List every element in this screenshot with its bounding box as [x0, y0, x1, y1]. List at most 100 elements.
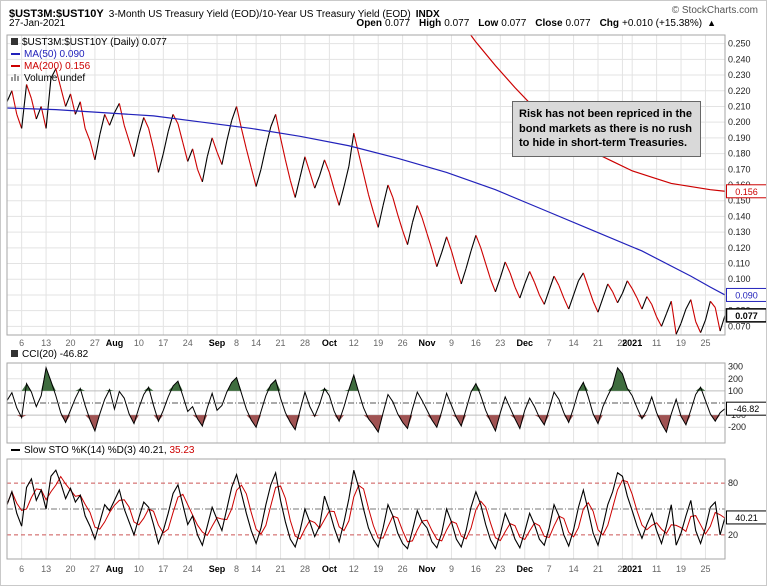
main-y-tick-label: 0.140: [728, 211, 751, 221]
exchange-label: INDX: [415, 9, 440, 20]
stockcharts-copyright-link[interactable]: © StockCharts.com: [671, 5, 758, 16]
x-tick-label: 27: [90, 338, 100, 348]
cci-y-tick-label: 100: [728, 386, 743, 396]
sto-legend: Slow STO %K(14) %D(3) 40.21, 35.23: [11, 445, 194, 457]
x-tick-label: Dec: [516, 564, 533, 574]
x-tick-label: 27: [90, 564, 100, 574]
main-y-tick-label: 0.120: [728, 243, 751, 253]
cci-y-tick-label: 300: [728, 362, 743, 372]
low-value: 0.077: [501, 18, 527, 29]
svg-text:0.090: 0.090: [735, 290, 758, 300]
cci-legend-label: CCI(20) -46.82: [22, 349, 89, 360]
x-tick-label: 14: [251, 338, 261, 348]
x-tick-label: 20: [65, 338, 75, 348]
sto-k-line: [6, 469, 726, 551]
low-label: Low: [478, 18, 499, 29]
axis-value-box: 0.156: [726, 184, 766, 199]
x-tick-label: 2021: [622, 564, 642, 574]
x-tick-label: 21: [276, 564, 286, 574]
x-tick-label: 23: [495, 564, 505, 574]
x-tick-label: 2021: [622, 338, 642, 348]
x-tick-label: 17: [158, 338, 168, 348]
main-y-tick-label: 0.250: [728, 39, 751, 49]
x-tick-label: 24: [183, 338, 193, 348]
ma50-legend-marker-icon: [11, 53, 20, 56]
x-tick-label: 28: [300, 564, 310, 574]
sto-y-tick-label: 20: [728, 530, 738, 540]
x-tick-label: 28: [300, 338, 310, 348]
sto-y-axis-labels: 80 20: [728, 478, 738, 540]
x-tick-label: Nov: [419, 564, 436, 574]
x-tick-label: 19: [676, 564, 686, 574]
high-value: 0.077: [444, 18, 470, 29]
axis-value-box: 0.090: [726, 287, 766, 302]
x-tick-label: 13: [41, 338, 51, 348]
cci-y-tick-label: -200: [728, 422, 746, 432]
cci-legend: CCI(20) -46.82: [11, 349, 88, 361]
ma50-line: [7, 107, 725, 296]
x-tick-label: 26: [398, 564, 408, 574]
x-tick-label: 12: [349, 338, 359, 348]
panel-border: [6, 458, 726, 560]
panel-border: [6, 362, 726, 444]
axis-value-box: -46.82: [726, 401, 766, 416]
open-label: Open: [356, 18, 382, 29]
open-value: 0.077: [384, 18, 411, 29]
x-tick-label: 16: [471, 564, 481, 574]
price-series: [6, 68, 726, 335]
x-tick-label: 23: [495, 338, 505, 348]
svg-text:0.077: 0.077: [735, 311, 758, 321]
cci-legend-marker-icon: [11, 350, 18, 357]
x-tick-label: 6: [19, 564, 24, 574]
price-legend-label: $UST3M:$UST10Y (Daily) 0.077: [22, 37, 167, 48]
chart-header: $UST3M:$UST10Y 3-Month US Treasury Yield …: [9, 4, 440, 22]
x-tick-label: 25: [700, 338, 710, 348]
x-tick-label: 9: [449, 564, 454, 574]
chg-label: Chg: [599, 18, 620, 29]
main-y-tick-label: 0.070: [728, 321, 751, 331]
sto-y-tick-label: 80: [728, 478, 738, 488]
x-tick-label: 10: [134, 338, 144, 348]
x-tick-label: 17: [158, 564, 168, 574]
main-y-tick-label: 0.100: [728, 274, 751, 284]
volume-bars-icon: [11, 73, 20, 81]
high-label: High: [419, 18, 442, 29]
x-tick-label: 7: [547, 338, 552, 348]
x-tick-label: 8: [234, 338, 239, 348]
x-tick-label: 16: [471, 338, 481, 348]
close-label: Close: [535, 18, 563, 29]
x-tick-label: Aug: [106, 338, 124, 348]
x-tick-label: 20: [65, 564, 75, 574]
axis-value-box: 40.21: [726, 510, 766, 525]
x-tick-label: 6: [19, 338, 24, 348]
x-tick-label: Aug: [106, 564, 124, 574]
x-tick-label: 28: [617, 338, 627, 348]
x-tick-label: 11: [652, 338, 661, 348]
x-tick-label: 21: [593, 564, 603, 574]
sto-legend-marker-icon: [11, 449, 20, 452]
x-axis-labels-bottom: 6 13 20 27 Aug 10 17 24 Sep 8 14 21 28 Oct 12 19 26 Nov 9 1…: [19, 564, 710, 574]
x-tick-label: 9: [449, 338, 454, 348]
sto-d-value-label: 35.23: [169, 445, 195, 456]
main-y-tick-label: 0.240: [728, 54, 751, 64]
main-y-tick-label: 0.190: [728, 133, 751, 143]
x-tick-label: 21: [276, 338, 286, 348]
main-y-tick-label: 0.200: [728, 117, 751, 127]
main-y-tick-label: 0.210: [728, 101, 751, 111]
cci-y-tick-label: 200: [728, 374, 743, 384]
x-tick-label: 21: [593, 338, 603, 348]
x-tick-label: 28: [617, 564, 627, 574]
chart-date: 27-Jan-2021: [9, 18, 66, 29]
x-tick-label: Sep: [209, 338, 226, 348]
x-tick-label: Dec: [516, 338, 533, 348]
x-tick-label: 8: [234, 564, 239, 574]
x-tick-label: 11: [652, 564, 661, 574]
x-tick-label: Sep: [209, 564, 226, 574]
svg-text:-46.82: -46.82: [734, 404, 760, 414]
x-tick-label: 19: [373, 338, 383, 348]
symbol-description: 3-Month US Treasury Yield (EOD)/10-Year …: [108, 9, 411, 20]
x-tick-label: 10: [134, 564, 144, 574]
